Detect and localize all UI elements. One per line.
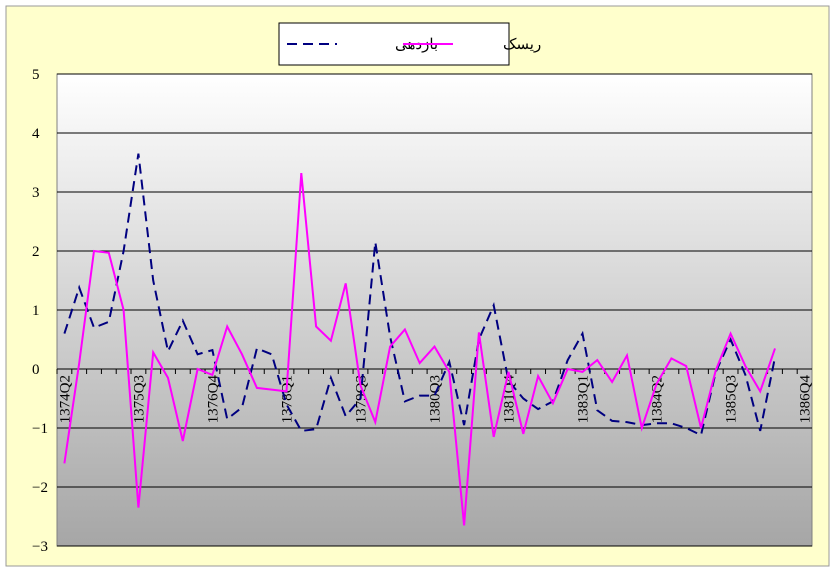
x-tick-label: 1386Q4 bbox=[798, 375, 814, 424]
series-line bbox=[63, 173, 776, 526]
y-tick-label: −1 bbox=[32, 421, 48, 437]
x-tick-label: 1376Q4 bbox=[205, 375, 221, 424]
y-tick-label: 1 bbox=[32, 303, 40, 319]
y-tick-label: 3 bbox=[32, 185, 40, 201]
x-tick-label: 1380Q3 bbox=[428, 375, 444, 423]
legend-box bbox=[278, 22, 510, 66]
x-tick-label: 1379Q3 bbox=[353, 375, 369, 423]
legend: بازدهیریسک bbox=[278, 22, 541, 66]
y-tick-label: 0 bbox=[32, 362, 40, 378]
x-tick-label: 1374Q2 bbox=[57, 375, 73, 423]
x-tick-label: 1384Q2 bbox=[650, 375, 666, 423]
y-tick-label: 5 bbox=[32, 67, 40, 83]
series-line bbox=[63, 153, 776, 437]
y-tick-label: 2 bbox=[32, 244, 40, 260]
y-tick-label: −3 bbox=[32, 539, 48, 555]
legend-label: ریسک bbox=[503, 37, 541, 53]
x-tick-label: 1383Q1 bbox=[576, 375, 592, 423]
y-tick-label: 4 bbox=[32, 126, 40, 142]
x-tick-label: 1375Q3 bbox=[131, 375, 147, 423]
x-tick-label: 1385Q3 bbox=[724, 375, 740, 423]
y-tick-label: −2 bbox=[32, 480, 48, 496]
